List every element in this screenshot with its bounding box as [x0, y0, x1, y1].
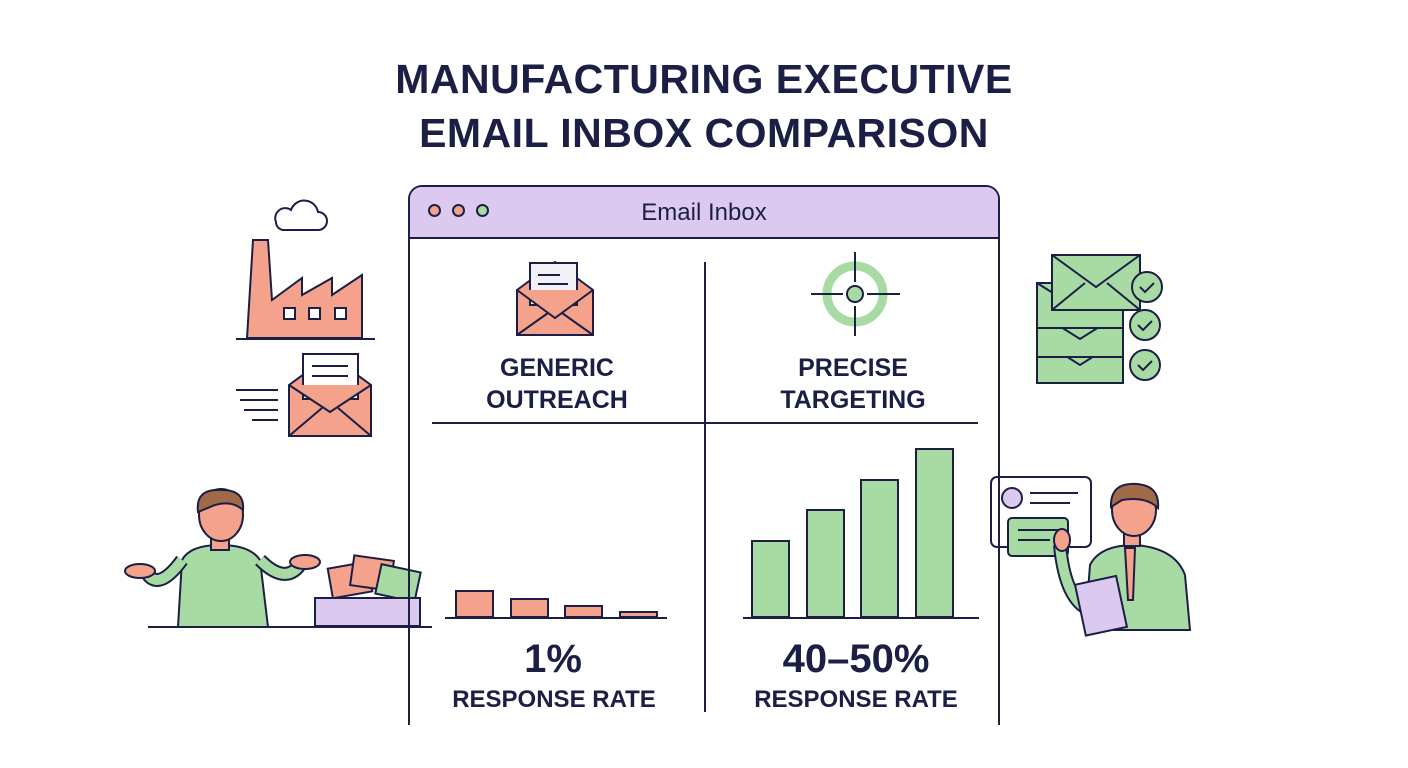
factory-icon [236, 199, 375, 340]
targeting-rate-label: RESPONSE RATE [754, 686, 958, 713]
label-line: PRECISE [798, 354, 908, 382]
targeting-bars-baseline [743, 617, 979, 619]
bar [860, 479, 899, 618]
precise-targeting-label: PRECISE TARGETING [718, 352, 988, 416]
window-title-bar: Email Inbox [410, 187, 998, 239]
generic-outreach-label: GENERIC OUTREACH [422, 352, 692, 416]
bar [805, 509, 845, 618]
envelope-letter-icon [516, 260, 594, 336]
bar [751, 540, 790, 618]
row-divider [432, 422, 978, 424]
profile-card-icon [990, 476, 1092, 557]
check-circle-icons [1129, 271, 1163, 381]
bar [455, 590, 494, 618]
window-dot-maximize[interactable] [476, 204, 489, 217]
generic-rate-value: 1% [524, 637, 582, 681]
label-line: OUTREACH [486, 386, 628, 414]
sent-envelope-icon [236, 353, 372, 437]
stacked-envelopes-icon [1036, 254, 1141, 384]
title-line-2: EMAIL INBOX COMPARISON [419, 110, 989, 156]
window-title: Email Inbox [641, 199, 767, 226]
window-dot-minimize[interactable] [452, 204, 465, 217]
generic-rate-label: RESPONSE RATE [452, 686, 656, 713]
title-line-1: MANUFACTURING EXECUTIVE [395, 56, 1013, 102]
email-inbox-window: Email Inbox [408, 185, 1000, 725]
column-divider [704, 262, 706, 712]
confident-person-illustration [1053, 482, 1192, 637]
label-line: TARGETING [780, 386, 926, 414]
label-line: GENERIC [500, 354, 614, 382]
target-icon [811, 252, 900, 336]
window-dot-close[interactable] [428, 204, 441, 217]
page-title: MANUFACTURING EXECUTIVE EMAIL INBOX COMP… [0, 52, 1408, 160]
bar [914, 448, 954, 618]
targeting-rate-value: 40–50% [782, 637, 930, 681]
bar [509, 598, 549, 618]
confused-person-illustration [124, 488, 321, 628]
generic-bars-baseline [445, 617, 667, 619]
